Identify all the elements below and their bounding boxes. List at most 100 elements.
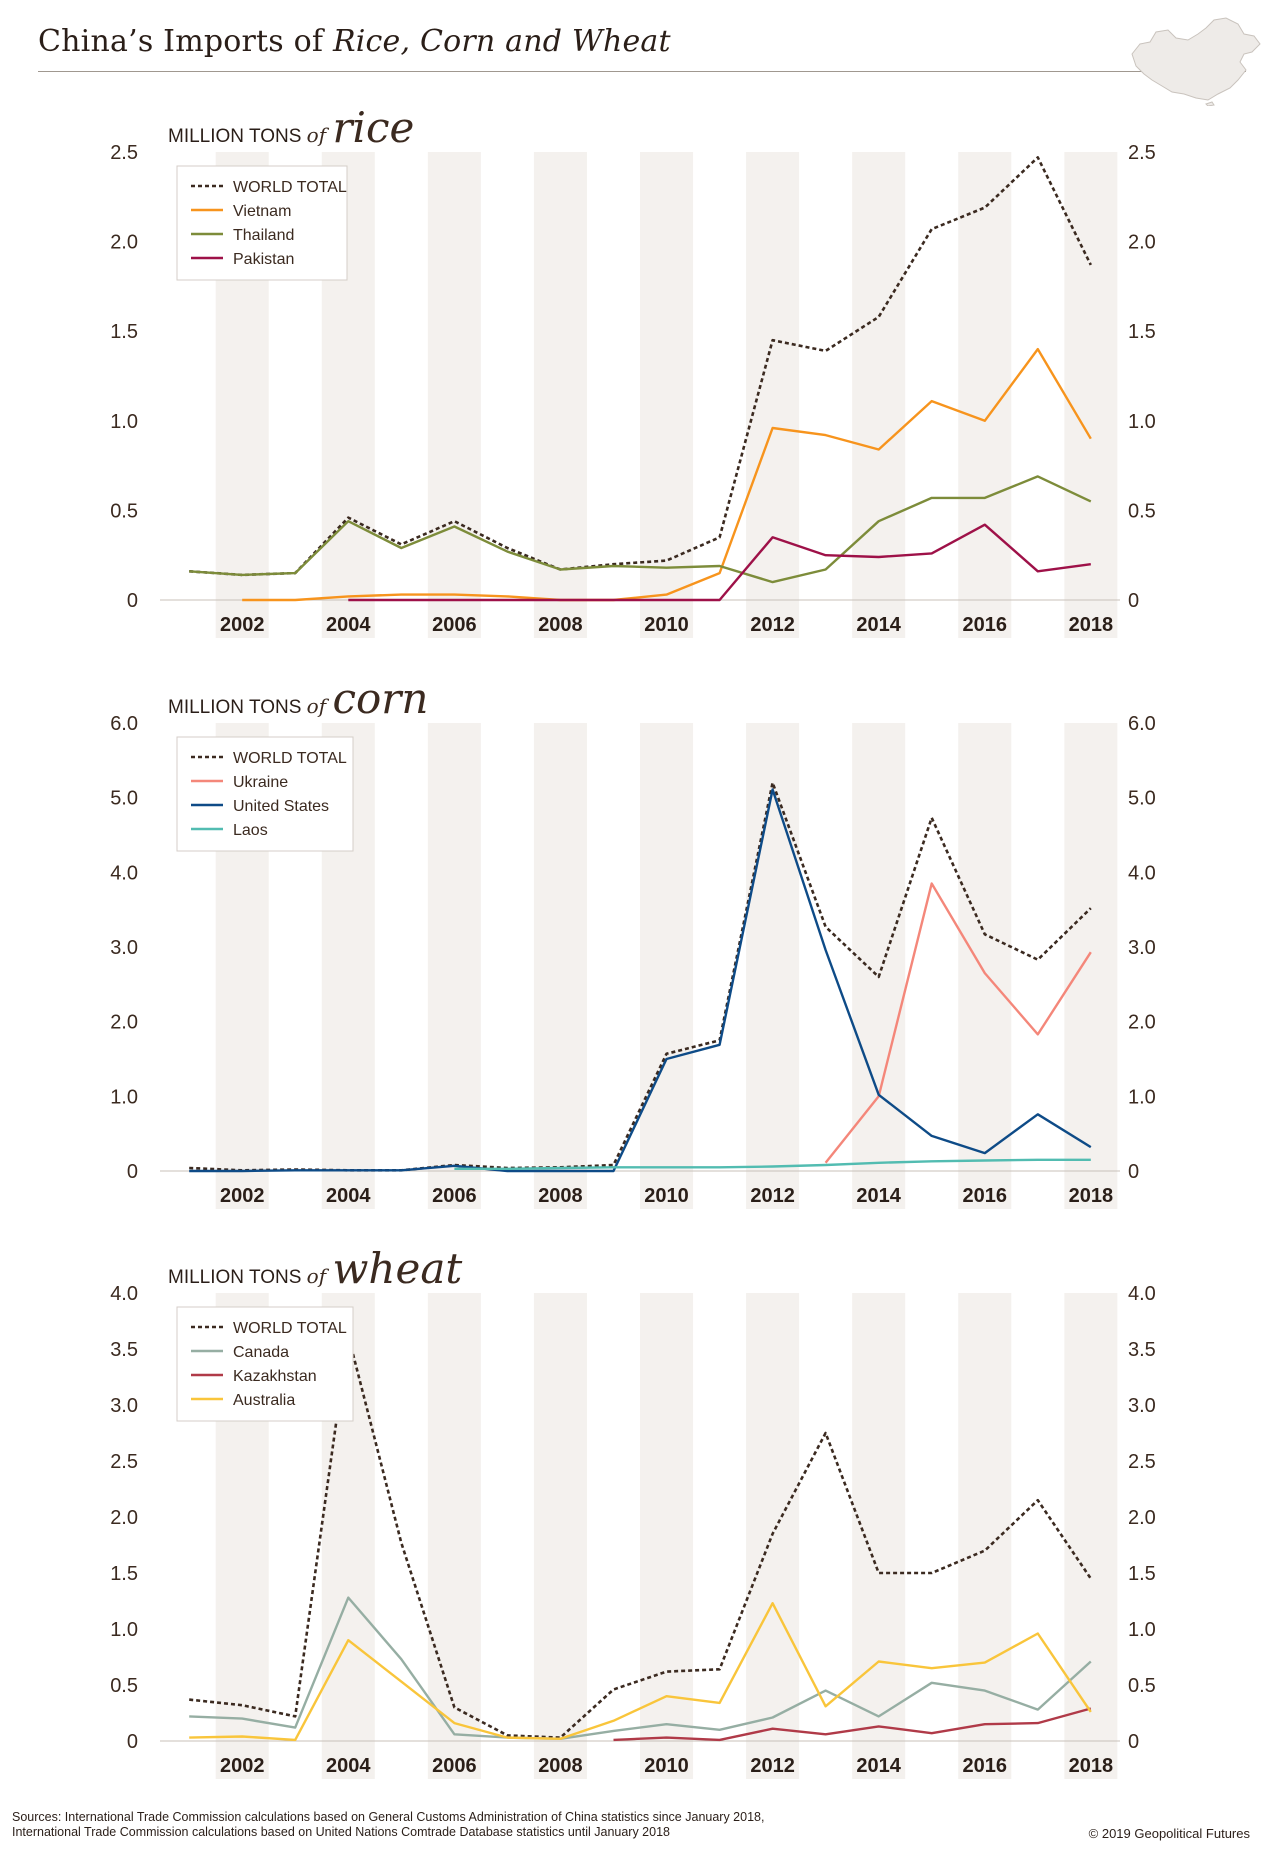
corn-legend-label-united_states: United States [233, 798, 329, 815]
rice-y-tick-left: 2.0 [110, 232, 138, 254]
corn-unit-label: MILLION TONS [168, 697, 307, 718]
wheat-unit-label: MILLION TONS [168, 1267, 307, 1288]
rice-band-2008 [533, 152, 587, 638]
corn-band-2010 [640, 723, 694, 1209]
corn-band-2014 [852, 723, 906, 1209]
wheat-band-2008 [533, 1293, 587, 1779]
wheat-band-2014 [852, 1293, 906, 1779]
rice-y-tick-left: 1.0 [110, 411, 138, 433]
wheat-legend-label-canada: Canada [233, 1344, 289, 1361]
sources-note: Sources: International Trade Commission … [12, 1810, 1012, 1840]
wheat-band-2016 [958, 1293, 1012, 1779]
corn-x-tick-2016: 2016 [963, 1185, 1008, 1207]
copyright: © 2019 Geopolitical Futures [1088, 1826, 1250, 1841]
rice-y-tick-right: 0.5 [1128, 500, 1156, 522]
rice-x-tick-2006: 2006 [432, 614, 477, 636]
wheat-y-tick-left: 1.5 [110, 1563, 138, 1585]
wheat-y-tick-right: 0 [1128, 1731, 1139, 1753]
rice-x-tick-2012: 2012 [750, 614, 795, 636]
corn-y-tick-right: 6.0 [1128, 713, 1156, 735]
rice-legend-label-world_total: WORLD TOTAL [233, 179, 347, 196]
main-title-prefix: China’s Imports of [38, 24, 333, 59]
rice-line-thailand [189, 475, 1092, 584]
wheat-x-tick-2014: 2014 [856, 1755, 901, 1777]
corn-x-tick-2002: 2002 [220, 1185, 265, 1207]
corn-band-2018 [1064, 723, 1118, 1209]
corn-x-tick-2010: 2010 [644, 1185, 689, 1207]
wheat-legend-label-world_total: WORLD TOTAL [233, 1320, 347, 1337]
corn-y-tick-right: 4.0 [1128, 862, 1156, 884]
wheat-line-kazakhstan [613, 1707, 1092, 1742]
wheat-band-2018 [1064, 1293, 1118, 1779]
corn-x-tick-2004: 2004 [326, 1185, 371, 1207]
wheat-band-2006 [427, 1293, 481, 1779]
rice-y-tick-right: 1.5 [1128, 321, 1156, 343]
sources-line-1: Sources: International Trade Commission … [12, 1810, 765, 1824]
corn-commodity-name: corn [332, 674, 428, 723]
rice-x-tick-2016: 2016 [963, 614, 1008, 636]
wheat-y-tick-right: 1.0 [1128, 1619, 1156, 1641]
rice-y-tick-right: 1.0 [1128, 411, 1156, 433]
corn-y-tick-right: 5.0 [1128, 788, 1156, 810]
wheat-y-tick-left: 4.0 [110, 1283, 138, 1305]
wheat-unit-heading: MILLION TONS of wheat [168, 1244, 462, 1293]
rice-line-pakistan [348, 523, 1091, 602]
corn-legend-label-world_total: WORLD TOTAL [233, 750, 347, 767]
corn-y-tick-left: 1.0 [110, 1086, 138, 1108]
wheat-y-tick-left: 0 [127, 1731, 138, 1753]
rice-band-2010 [640, 152, 694, 638]
wheat-y-tick-left: 3.5 [110, 1339, 138, 1361]
wheat-line-canada [189, 1596, 1092, 1740]
wheat-line-australia [189, 1602, 1092, 1742]
corn-y-tick-left: 2.0 [110, 1012, 138, 1034]
wheat-y-tick-right: 2.0 [1128, 1507, 1156, 1529]
rice-x-tick-2004: 2004 [326, 614, 371, 636]
wheat-y-tick-left: 2.5 [110, 1451, 138, 1473]
corn-band-2006 [427, 723, 481, 1209]
wheat-y-tick-left: 2.0 [110, 1507, 138, 1529]
rice-y-tick-right: 2.5 [1128, 142, 1156, 164]
rice-x-tick-2010: 2010 [644, 614, 689, 636]
corn-y-tick-left: 4.0 [110, 862, 138, 884]
wheat-x-tick-2008: 2008 [538, 1755, 583, 1777]
rice-y-tick-left: 0.5 [110, 500, 138, 522]
corn-y-tick-left: 5.0 [110, 788, 138, 810]
rice-band-2018 [1064, 152, 1118, 638]
corn-y-tick-left: 3.0 [110, 937, 138, 959]
rice-legend-label-vietnam: Vietnam [233, 203, 291, 220]
rice-x-tick-2002: 2002 [220, 614, 265, 636]
rice-y-tick-right: 0 [1128, 590, 1139, 612]
main-title: China’s Imports of Rice, Corn and Wheat [38, 24, 671, 59]
rice-commodity-name: rice [332, 103, 414, 152]
corn-unit-heading: MILLION TONS of corn [168, 674, 428, 723]
rice-chart: 0 0 0.5 0.5 1.0 1.0 1.5 1.5 2.0 2.0 2.5 2.5 2002 2004… [110, 103, 1156, 638]
wheat-legend-label-kazakhstan: Kazakhstan [233, 1368, 317, 1385]
wheat-x-tick-2002: 2002 [220, 1755, 265, 1777]
corn-line-ukraine [824, 882, 1092, 1164]
wheat-x-tick-2018: 2018 [1069, 1755, 1114, 1777]
corn-legend-label-ukraine: Ukraine [233, 774, 288, 791]
corn-x-tick-2012: 2012 [750, 1185, 795, 1207]
corn-line-laos [454, 1158, 1091, 1170]
china-map-icon [1131, 17, 1261, 106]
wheat-y-tick-right: 1.5 [1128, 1563, 1156, 1585]
corn-y-tick-right: 1.0 [1128, 1086, 1156, 1108]
wheat-y-tick-left: 3.0 [110, 1395, 138, 1417]
corn-band-2012 [746, 723, 800, 1209]
rice-x-tick-2008: 2008 [538, 614, 583, 636]
wheat-x-tick-2010: 2010 [644, 1755, 689, 1777]
rice-band-2014 [852, 152, 906, 638]
wheat-x-tick-2006: 2006 [432, 1755, 477, 1777]
rice-unit-label: MILLION TONS [168, 126, 307, 147]
wheat-x-tick-2016: 2016 [963, 1755, 1008, 1777]
corn-line-united_states [189, 788, 1092, 1173]
wheat-x-tick-2012: 2012 [750, 1755, 795, 1777]
rice-y-tick-right: 2.0 [1128, 232, 1156, 254]
wheat-legend-label-australia: Australia [233, 1392, 295, 1409]
wheat-y-tick-right: 3.5 [1128, 1339, 1156, 1361]
corn-band-2008 [533, 723, 587, 1209]
rice-unit-heading: MILLION TONS of rice [168, 103, 414, 152]
corn-x-tick-2008: 2008 [538, 1185, 583, 1207]
corn-y-tick-right: 0 [1128, 1161, 1139, 1183]
corn-y-tick-left: 0 [127, 1161, 138, 1183]
